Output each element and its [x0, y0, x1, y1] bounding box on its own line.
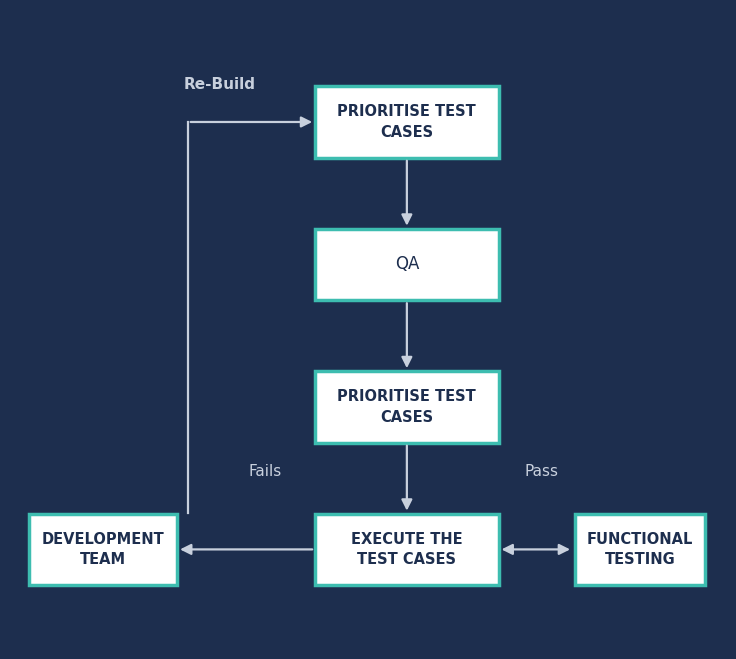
Text: DEVELOPMENT
TEAM: DEVELOPMENT TEAM: [42, 532, 164, 567]
Text: PRIORITISE TEST
CASES: PRIORITISE TEST CASES: [338, 389, 476, 424]
Text: Pass: Pass: [524, 465, 558, 480]
Text: Re-Build: Re-Build: [183, 77, 255, 92]
FancyBboxPatch shape: [29, 514, 177, 585]
Text: FUNCTIONAL
TESTING: FUNCTIONAL TESTING: [587, 532, 693, 567]
Text: PRIORITISE TEST
CASES: PRIORITISE TEST CASES: [338, 104, 476, 140]
FancyBboxPatch shape: [315, 371, 499, 443]
Text: Fails: Fails: [249, 465, 282, 480]
FancyBboxPatch shape: [315, 229, 499, 300]
FancyBboxPatch shape: [315, 86, 499, 158]
FancyBboxPatch shape: [315, 514, 499, 585]
Text: EXECUTE THE
TEST CASES: EXECUTE THE TEST CASES: [351, 532, 463, 567]
FancyBboxPatch shape: [575, 514, 705, 585]
Text: QA: QA: [394, 256, 419, 273]
